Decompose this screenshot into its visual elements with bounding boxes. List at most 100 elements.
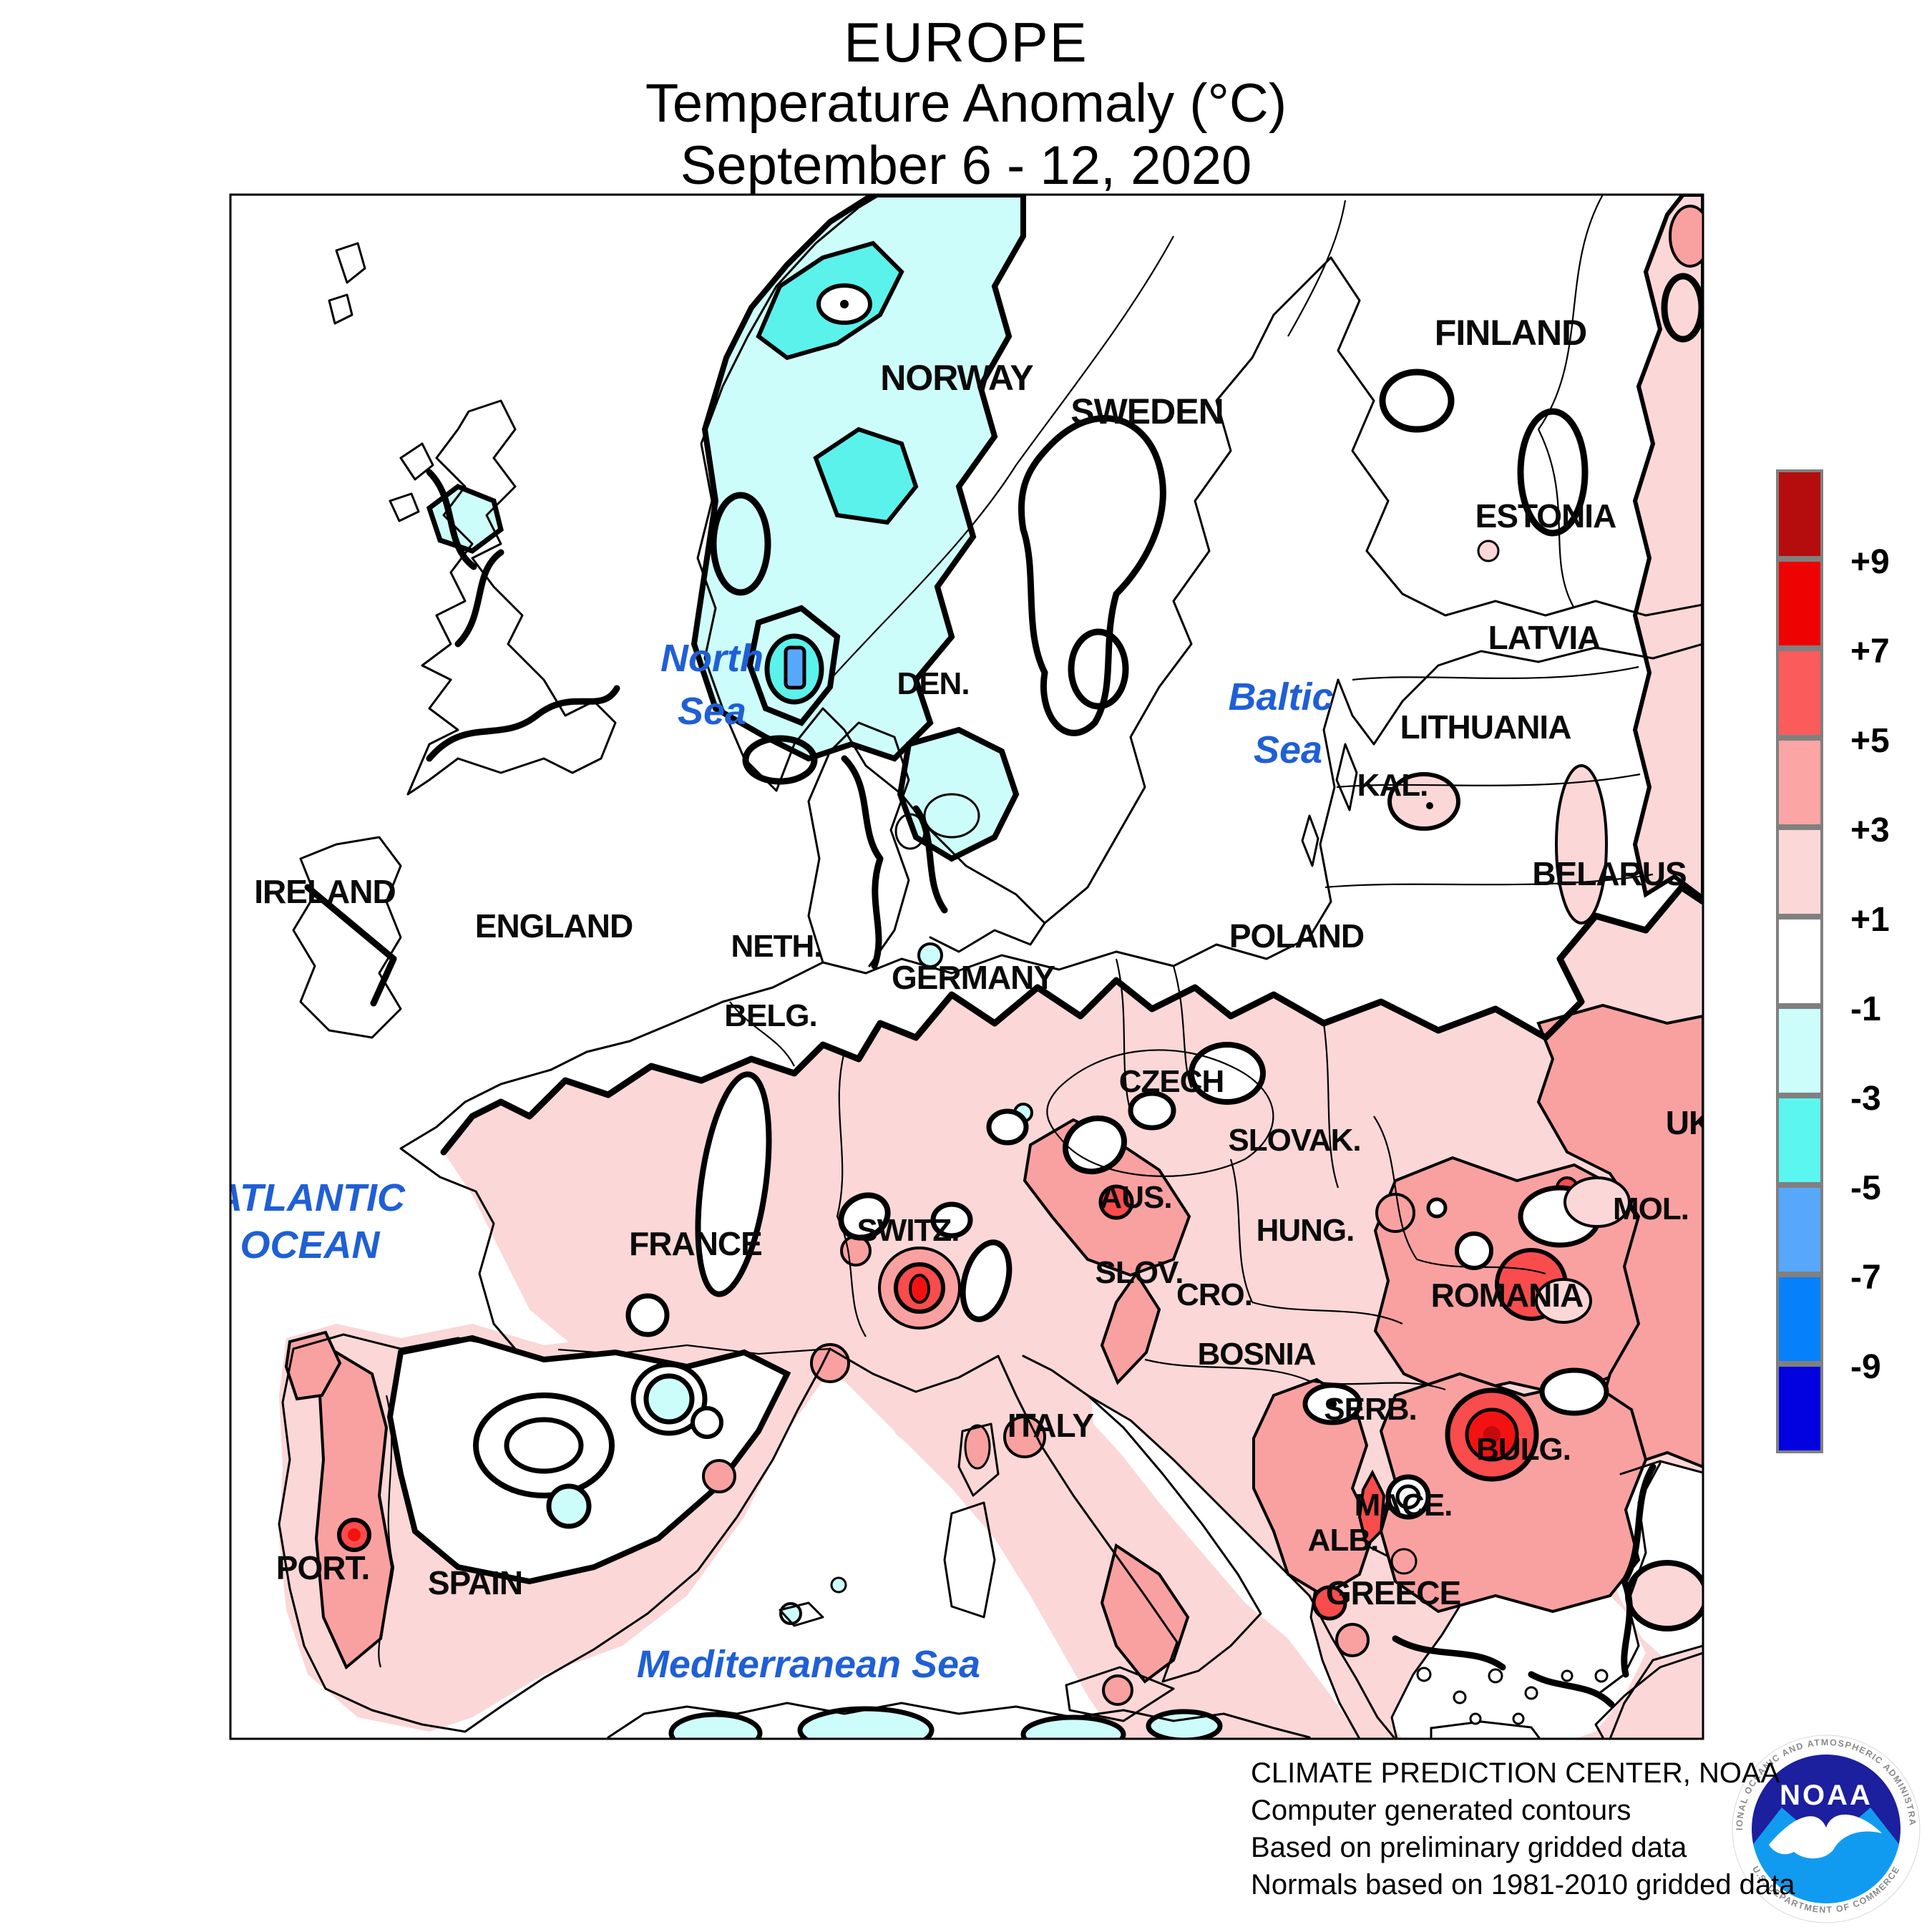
country-label-sweden: SWEDEN — [1070, 391, 1223, 431]
country-label-ireland: IRELAND — [254, 873, 395, 910]
country-label-belarus: BELARUS — [1532, 855, 1686, 892]
country-label-neth: NETH. — [731, 929, 822, 964]
contour-dot — [1426, 802, 1433, 809]
anomaly-pink-latvia-sliver — [1555, 764, 1608, 924]
sea-label-north: North — [660, 637, 763, 680]
date-range: September 6 - 12, 2020 — [680, 135, 1252, 196]
credits-line: Normals based on 1981-2010 gridded data — [1251, 1869, 1795, 1901]
anomaly-salmon-greece-2 — [1390, 1548, 1418, 1575]
credits-block: CLIMATE PREDICTION CENTER, NOAA Computer… — [1251, 1755, 1795, 1903]
anomaly-salmon-france-dot — [702, 1459, 736, 1493]
country-label-slovak: SLOVAK. — [1228, 1123, 1360, 1158]
country-label-aus: AUS. — [1099, 1180, 1171, 1215]
legend-swatch — [1776, 1274, 1823, 1364]
anomaly-salmon-south-italy — [1100, 1543, 1190, 1684]
country-label-czech: CZECH — [1119, 1064, 1224, 1099]
legend-tick-label: +5 — [1850, 722, 1890, 760]
anomaly-red-switz-core — [909, 1274, 930, 1304]
legend-swatch — [1776, 738, 1823, 827]
legend-swatch — [1776, 917, 1823, 1006]
legend-tick-label: +9 — [1850, 543, 1890, 581]
credits-line: Computer generated contours — [1251, 1795, 1631, 1826]
contour-ring-spain-inner2 — [504, 1417, 584, 1474]
legend-tick-label: -5 — [1850, 1169, 1881, 1207]
map-frame — [229, 193, 1704, 1740]
contour-ireland-squiggle — [304, 884, 397, 1007]
legend-tick-label: -7 — [1850, 1259, 1881, 1297]
anomaly-red-macedonia-sliver — [1357, 1469, 1386, 1548]
contour-white-france-dot1 — [625, 1293, 670, 1337]
contour-white-nbulgaria — [1539, 1367, 1609, 1416]
contour-aegean-arc2 — [1528, 1671, 1615, 1708]
country-label-greece: GREECE — [1326, 1574, 1460, 1611]
contour-white-france-dot2 — [691, 1406, 723, 1439]
contour-ring-spain-inner — [473, 1392, 615, 1498]
country-label-bulg: BULG. — [1476, 1432, 1571, 1467]
anomaly-salmon-portugal — [314, 1350, 394, 1670]
legend-tick-label: +3 — [1850, 811, 1890, 849]
anomaly-cyan-scotland — [426, 484, 504, 554]
contour-plus1-main — [440, 884, 1703, 1156]
legend-tick-label: +7 — [1850, 633, 1890, 670]
country-label-den: DEN. — [897, 666, 969, 701]
credits-line: CLIMATE PREDICTION CENTER, NOAA — [1251, 1757, 1780, 1789]
country-label-mol: MOL. — [1613, 1191, 1689, 1226]
page-subtitle: Temperature Anomaly (°C) — [645, 73, 1287, 134]
anomaly-salmon-mid-italy — [1003, 1415, 1046, 1458]
country-label-slov: SLOV. — [1096, 1255, 1184, 1290]
thick-contours — [304, 273, 1703, 1708]
legend-tick-label: +1 — [1850, 901, 1890, 939]
sea-label-sea: Sea — [1254, 728, 1322, 771]
country-label-finland: FINLAND — [1435, 313, 1586, 353]
sea-label-atlantic: ATLANTIC — [213, 1176, 406, 1219]
anomaly-blue-south-norway — [784, 645, 806, 690]
country-label-bosnia: BOSNIA — [1197, 1337, 1315, 1372]
contour-white-wbulgaria — [1385, 1474, 1431, 1520]
sea-label-ocean: OCEAN — [240, 1224, 380, 1267]
contour-england-squiggle — [426, 685, 620, 762]
contour-aegean-arc — [1392, 1635, 1506, 1671]
contour-white-france-strip — [695, 1071, 772, 1297]
anomaly-red-bulgaria-center — [1483, 1426, 1501, 1443]
legend-tick-label: -9 — [1850, 1348, 1881, 1386]
country-label-romania: ROMANIA — [1431, 1277, 1584, 1314]
anomaly-pink-kaliningrad — [1387, 772, 1460, 831]
legend-swatch — [1776, 559, 1823, 648]
legend-tick-label: -3 — [1850, 1080, 1881, 1118]
contour-sweden-loop — [1018, 415, 1166, 736]
anomaly-red-austria — [1098, 1184, 1134, 1220]
anomaly-pink-east-edge-strip — [1632, 195, 1703, 901]
country-label-switz: SWITZ. — [857, 1213, 959, 1248]
anomaly-cyan-dark-norway-2 — [813, 426, 919, 525]
country-label-serb: SERB. — [1324, 1392, 1416, 1427]
country-label-norway: NORWAY — [880, 358, 1033, 398]
contour-white-alps-corridor — [960, 1239, 1013, 1322]
anomaly-salmon-galicia — [284, 1330, 342, 1401]
contour-dot — [1328, 1400, 1337, 1408]
anomaly-salmon-corsica — [964, 1424, 991, 1470]
anomaly-cyan-balearic2 — [830, 1576, 847, 1594]
contour-white-romania-3 — [1426, 1197, 1448, 1219]
country-label-belg: BELG. — [724, 998, 816, 1033]
anomaly-red-portugal-core — [348, 1528, 361, 1541]
contour-ring-spain-cyan — [630, 1362, 708, 1436]
anomaly-pale-moldova-2 — [1535, 1278, 1592, 1324]
aegean-islands — [1416, 1667, 1609, 1725]
country-label-mace: MACE. — [1355, 1488, 1453, 1523]
contour-ring-wbulgaria — [1395, 1484, 1421, 1510]
contour-white-switz-1 — [838, 1192, 891, 1241]
contour-ring-finland — [1517, 408, 1589, 537]
contour-ring-sweden-small — [1068, 628, 1129, 710]
country-label-spain: SPAIN — [428, 1564, 522, 1601]
contour-ring-bergen — [710, 492, 771, 596]
contour-white-switz-2 — [930, 1201, 973, 1239]
legend-swatch — [1776, 469, 1823, 559]
sea-white-west-mediterranean — [465, 1392, 1116, 1739]
contour-scotland-arc — [426, 469, 477, 570]
country-label-france: FRANCE — [629, 1225, 762, 1262]
contour-white-stuttgart — [986, 1108, 1029, 1146]
anomaly-salmon-ne-corner — [1669, 205, 1703, 268]
country-label-uk: UK — [1666, 1104, 1712, 1141]
map-content: NORWAY SWEDEN FINLAND ESTONIA LATVIA LITHUANI… — [213, 195, 1712, 1739]
